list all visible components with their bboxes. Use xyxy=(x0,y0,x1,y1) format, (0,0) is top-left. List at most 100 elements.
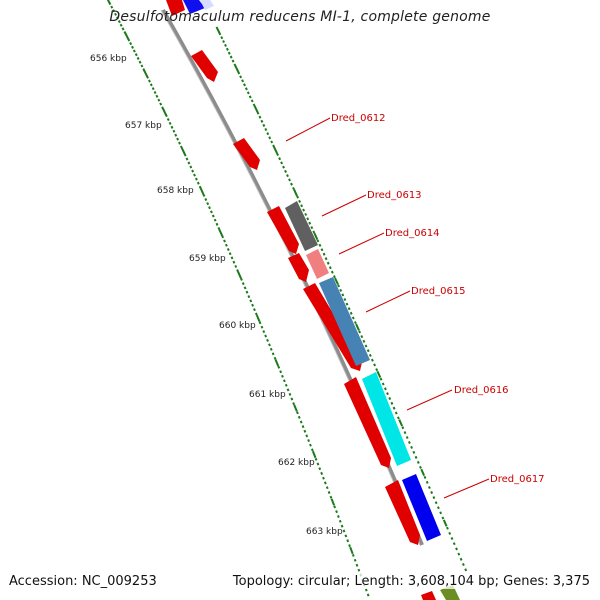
gene-labels: Dred_0612 Dred_0613 Dred_0614 Dred_0615 … xyxy=(331,113,545,485)
scale-tick-mark xyxy=(266,132,270,136)
scale-tick-mark xyxy=(351,316,355,320)
gene-dred-0616[interactable] xyxy=(362,372,411,466)
scale-tick-mark xyxy=(299,420,303,424)
scale-tick-mark xyxy=(131,45,134,49)
scale-tick-mark xyxy=(308,221,312,225)
scale-tick-mark xyxy=(249,299,253,303)
scale-tick-mark xyxy=(241,282,245,286)
scale-tick-mark xyxy=(281,374,284,378)
scale-tick-mark xyxy=(246,91,250,95)
scale-tick-mark xyxy=(226,247,230,252)
scale-tick-mark xyxy=(376,370,382,379)
scale-tick-mark xyxy=(262,123,266,127)
scale-tick-mark xyxy=(416,460,420,464)
scale-tick-mark xyxy=(434,501,438,505)
scale-tick-mark xyxy=(464,568,468,572)
gene-label-dred-0616[interactable]: Dred_0616 xyxy=(454,385,509,396)
scale-tick-mark xyxy=(202,193,206,197)
scale-tick-mark xyxy=(223,239,226,243)
scale-tick-mark xyxy=(300,204,304,208)
feature-arrow[interactable] xyxy=(303,283,362,371)
scale-tick-mark xyxy=(161,106,165,110)
scale-tick-mark xyxy=(106,0,111,4)
map-title: Desulfotomaculum reducens MI-1, complete… xyxy=(109,9,491,25)
scale-tick-mark xyxy=(179,145,183,149)
gene-label-dred-0615[interactable]: Dred_0615 xyxy=(411,286,466,297)
scale-tick-mark xyxy=(220,36,224,40)
scale-tick-mark xyxy=(151,87,155,91)
scale-tick-mark xyxy=(180,147,186,155)
scale-tick-mark xyxy=(206,202,210,206)
gene-label-dred-0612[interactable]: Dred_0612 xyxy=(331,113,386,124)
scale-tick-mark xyxy=(425,480,429,484)
scale-tick-mark xyxy=(234,265,238,268)
scale-tick-mark xyxy=(129,42,133,46)
scale-tick-mark xyxy=(164,114,168,118)
scale-tick-mark xyxy=(396,416,400,420)
scale-tick-mark xyxy=(412,450,416,454)
scale-tick-mark xyxy=(392,406,396,410)
feature-arrow[interactable] xyxy=(421,591,436,600)
scale-tick-mark xyxy=(213,218,217,222)
scale-tick-mark xyxy=(364,344,368,348)
scale-tick-mark xyxy=(176,137,180,141)
scale-tick-mark xyxy=(455,547,458,551)
inner-scale-ticks xyxy=(106,0,370,597)
scale-tick-mark xyxy=(323,481,327,485)
scale-tick-mark xyxy=(324,257,328,261)
scale-tick-mark xyxy=(222,40,226,44)
scale-tick-mark xyxy=(112,9,116,13)
feature-arrow[interactable] xyxy=(385,480,420,545)
scale-tick-mark xyxy=(280,161,284,165)
scale-tick-mark xyxy=(248,95,252,99)
scale-tick-mark xyxy=(284,169,287,173)
scale-tick-mark xyxy=(349,311,353,315)
scale-tick-mark xyxy=(228,252,232,256)
gene-dred-0617[interactable] xyxy=(402,474,441,541)
scale-tick-mark xyxy=(335,510,338,514)
gene-top-red[interactable] xyxy=(166,0,185,16)
scale-tick-mark xyxy=(273,356,277,360)
scale-tick-mark xyxy=(231,59,235,63)
gene-label-dred-0617[interactable]: Dred_0617 xyxy=(490,474,545,485)
scale-tick-mark xyxy=(349,546,354,555)
scale-tick-mark xyxy=(236,269,240,273)
gene-label-dred-0613[interactable]: Dred_0613 xyxy=(367,190,422,201)
gene-top-pale[interactable] xyxy=(200,0,214,10)
feature-arrow[interactable] xyxy=(344,377,391,468)
scale-tick-mark xyxy=(189,165,193,169)
feature-arrow[interactable] xyxy=(267,206,299,254)
leader-line xyxy=(365,290,411,313)
tick-label: 663 kbp xyxy=(306,527,343,537)
scale-tick-mark xyxy=(243,286,247,290)
feature-arrow[interactable] xyxy=(233,138,260,170)
gene-label-dred-0614[interactable]: Dred_0614 xyxy=(385,228,440,239)
scale-tick-mark xyxy=(302,208,306,212)
leader-line xyxy=(321,194,367,217)
scale-tick-mark xyxy=(325,486,329,490)
scale-tick-mark xyxy=(388,396,392,401)
scale-tick-mark xyxy=(178,141,181,145)
scale-tick-mark xyxy=(338,519,342,523)
feature-arrow[interactable] xyxy=(288,253,309,282)
scale-tick-mark xyxy=(307,439,310,443)
gene-dred-0614[interactable] xyxy=(306,249,329,279)
scale-tick-mark xyxy=(296,195,300,199)
scale-tick-mark xyxy=(410,445,414,449)
scale-tick-mark xyxy=(407,440,411,445)
scale-tick-mark xyxy=(185,157,189,161)
scale-tick-mark xyxy=(436,506,440,510)
scale-tick-mark xyxy=(366,349,370,353)
scale-tick-mark xyxy=(297,415,301,419)
gene-dred-0613[interactable] xyxy=(285,201,318,251)
gene-dred-0615[interactable] xyxy=(319,277,370,366)
gene-top-blue[interactable] xyxy=(183,0,205,14)
scale-tick-mark xyxy=(346,539,350,543)
scale-tick-mark xyxy=(260,119,264,123)
scale-tick-mark xyxy=(170,125,174,129)
scale-tick-mark xyxy=(318,467,322,471)
scale-tick-mark xyxy=(394,411,398,415)
tick-label: 661 kbp xyxy=(249,390,286,400)
feature-arrow[interactable] xyxy=(191,50,218,82)
